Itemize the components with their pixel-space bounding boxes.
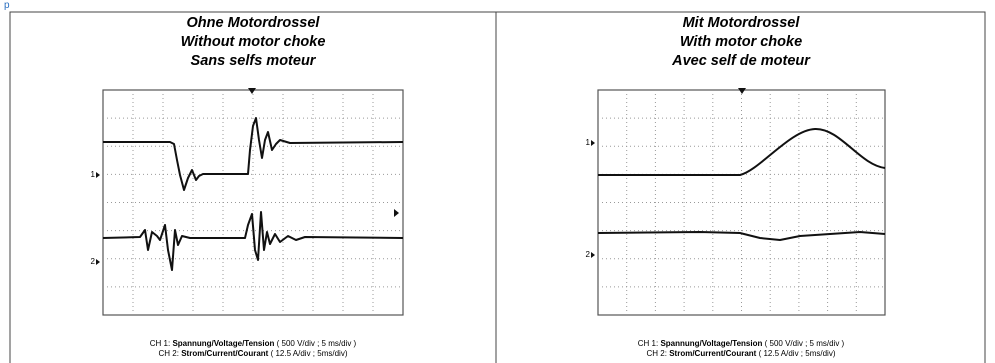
caption-scale: ( 12.5 A/div ; 5ms/div) xyxy=(759,349,836,358)
caption-channel: CH 1: xyxy=(638,339,658,348)
panel-title: Mit Motordrossel xyxy=(683,15,801,31)
channel-marker: 2 xyxy=(586,250,591,259)
channel-marker: 1 xyxy=(91,170,96,179)
caption-name: Spannung/Voltage/Tension xyxy=(660,339,762,348)
caption-channel: CH 2: xyxy=(159,349,179,358)
panel-title: Sans selfs moteur xyxy=(191,53,317,69)
caption-name: Strom/Current/Courant xyxy=(181,349,268,358)
caption-scale: ( 500 V/div ; 5 ms/div ) xyxy=(277,339,357,348)
panel-title: Ohne Motordrossel xyxy=(187,15,321,31)
caption-scale: ( 12.5 A/div ; 5ms/div) xyxy=(271,349,348,358)
caption-channel: CH 2: xyxy=(647,349,667,358)
channel-marker: 1 xyxy=(586,138,591,147)
caption-name: Spannung/Voltage/Tension xyxy=(172,339,274,348)
caption-name: Strom/Current/Courant xyxy=(669,349,756,358)
caption: CH 1: Spannung/Voltage/Tension ( 500 V/d… xyxy=(638,339,845,348)
caption: CH 2: Strom/Current/Courant ( 12.5 A/div… xyxy=(159,349,348,358)
panel-title: With motor choke xyxy=(680,34,802,50)
panel-title: Without motor choke xyxy=(181,34,326,50)
channel-marker: 2 xyxy=(91,257,96,266)
caption-channel: CH 1: xyxy=(150,339,170,348)
cut-heading: p xyxy=(4,0,10,11)
caption: CH 2: Strom/Current/Courant ( 12.5 A/div… xyxy=(647,349,836,358)
caption: CH 1: Spannung/Voltage/Tension ( 500 V/d… xyxy=(150,339,357,348)
page: p Ohne Motordrossel Without motor choke Sa… xyxy=(0,0,995,363)
panel-title: Avec self de moteur xyxy=(671,53,811,69)
scope xyxy=(598,90,885,315)
caption-scale: ( 500 V/div ; 5 ms/div ) xyxy=(765,339,845,348)
